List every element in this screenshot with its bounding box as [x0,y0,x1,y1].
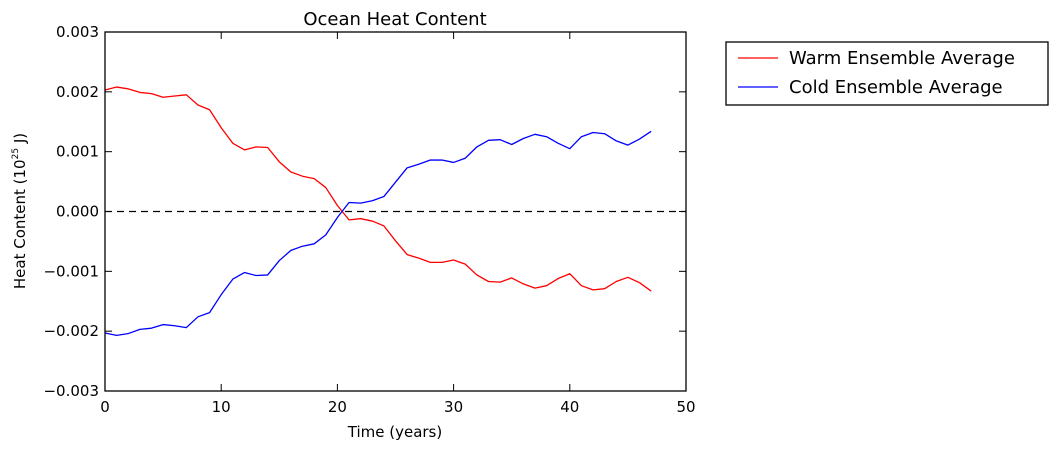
y-tick-label: 0.000 [56,203,99,221]
legend-label-cold: Cold Ensemble Average [789,77,1003,98]
series-line-1 [104,130,652,337]
x-tick-label: 40 [560,398,579,416]
y-axis-label-unit: J) [11,133,29,148]
y-axis-label-main: Heat Content (10 [11,159,29,289]
x-tick-label: 10 [212,398,231,416]
x-axis-label: Time (years) [347,423,442,441]
x-tick-label: 50 [676,398,695,416]
legend-label-warm: Warm Ensemble Average [789,48,1015,69]
chart-legend: Warm Ensemble Average Cold Ensemble Aver… [725,41,1049,106]
y-tick-label: 0.001 [56,143,99,161]
y-tick-label: −0.003 [43,382,99,400]
x-tick-label: 0 [100,398,110,416]
legend-frame [725,41,1049,106]
chart-title: Ocean Heat Content [303,9,486,30]
x-tick-label: 30 [444,398,463,416]
y-tick-label: −0.001 [43,262,99,280]
y-tick-label: −0.002 [43,322,99,340]
x-tick-label: 20 [328,398,347,416]
y-tick-label: 0.002 [56,83,99,101]
y-axis-label: Heat Content (1025 J) [11,133,29,289]
y-axis-label-exponent: 25 [11,148,21,159]
plot-area: 0 10 20 30 40 50 −0.003 −0.002 −0.001 0.000 0.001 0… [43,23,695,416]
y-tick-label: 0.003 [56,23,99,41]
series-line-0 [104,86,652,292]
